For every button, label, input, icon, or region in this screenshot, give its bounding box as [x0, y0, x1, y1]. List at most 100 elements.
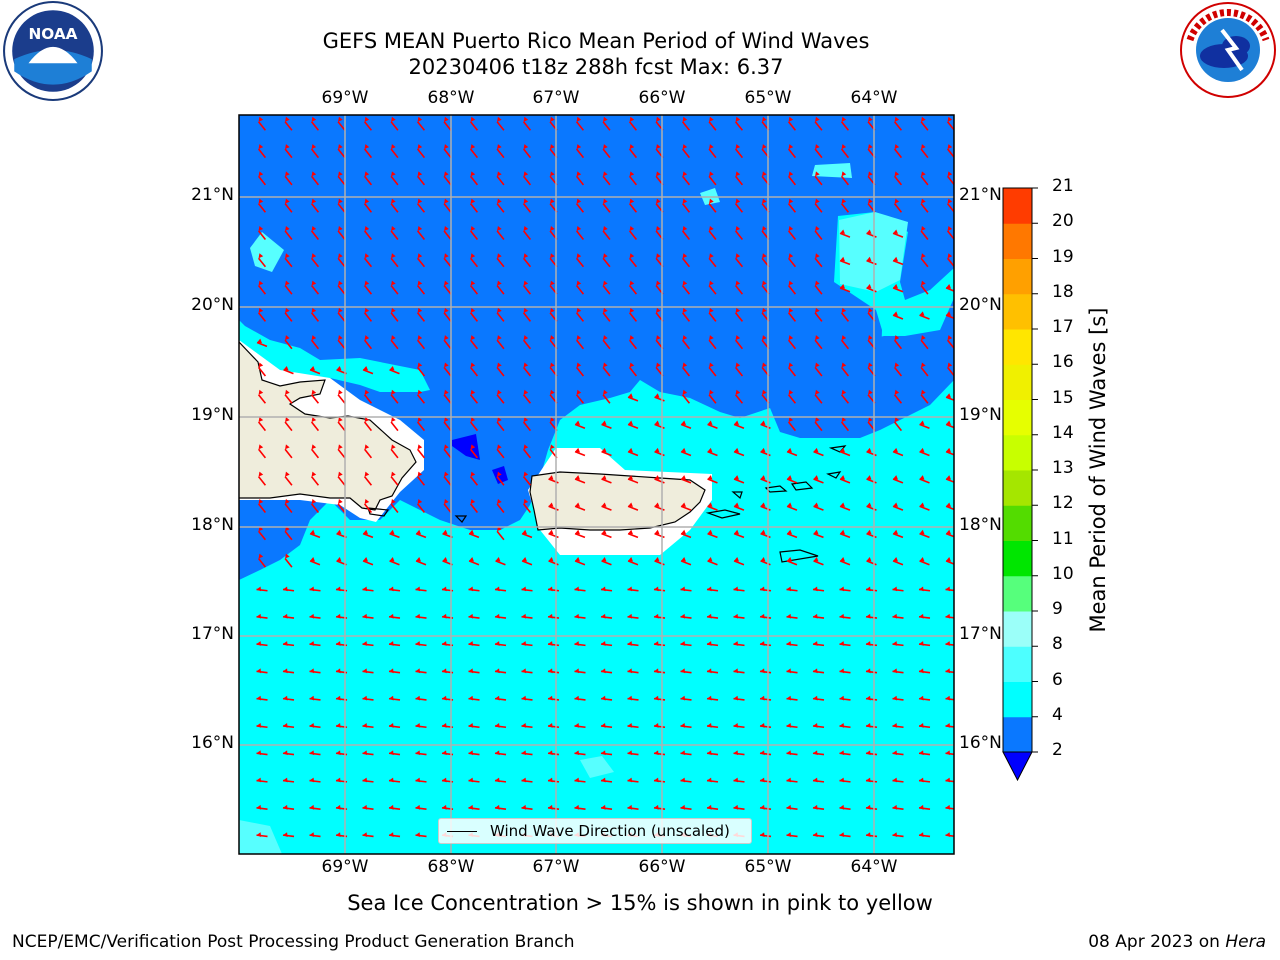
- wind-wave-arrowhead: [336, 695, 341, 701]
- wind-wave-arrowhead: [336, 668, 341, 674]
- wind-wave-arrowhead: [470, 280, 476, 286]
- wind-wave-arrowhead: [866, 695, 871, 701]
- wind-wave-arrow: [363, 203, 373, 213]
- wind-wave-arrowhead: [815, 225, 820, 231]
- wind-wave-arrowhead: [813, 668, 818, 674]
- wind-wave-arrow: [575, 148, 585, 159]
- wind-wave-arrow: [363, 312, 373, 322]
- wind-wave-arrow: [469, 339, 479, 350]
- wind-wave-arrowhead: [894, 417, 900, 423]
- wind-wave-arrowhead: [654, 804, 659, 810]
- noaa-logo-icon: NOAA: [3, 1, 103, 101]
- wind-wave-arrowhead: [919, 586, 924, 592]
- wind-wave-arrowhead: [946, 284, 952, 289]
- wind-wave-arrowhead: [629, 225, 635, 231]
- wind-wave-arrowhead: [444, 280, 449, 286]
- wind-wave-arrowhead: [735, 362, 741, 368]
- wind-wave-arrow: [839, 505, 851, 511]
- wind-wave-arrow: [310, 203, 320, 213]
- wind-wave-arrowhead: [627, 668, 633, 674]
- wind-wave-arrowhead: [574, 613, 580, 619]
- wind-wave-arrowhead: [866, 777, 871, 783]
- wind-wave-arrowhead: [735, 171, 741, 177]
- colorbar: [1002, 187, 1038, 782]
- wind-wave-arrowhead: [709, 362, 714, 368]
- wind-wave-arrow: [257, 148, 267, 159]
- wind-wave-arrowhead: [311, 253, 317, 259]
- wind-wave-arrow: [574, 560, 586, 566]
- wind-wave-arrowhead: [338, 198, 343, 204]
- wind-wave-arrowhead: [627, 695, 633, 701]
- wind-wave-arrowhead: [389, 804, 394, 810]
- wind-wave-arrow: [443, 503, 452, 513]
- wind-wave-arrowhead: [417, 253, 423, 259]
- wind-wave-arrowhead: [813, 641, 818, 646]
- wind-wave-arrow: [389, 369, 400, 375]
- title-line-2: 20230406 t18z 288h fcst Max: 6.37: [408, 55, 784, 79]
- wind-wave-arrowhead: [523, 171, 529, 177]
- colorbar-tick-label: 12: [1052, 493, 1074, 514]
- wind-wave-arrowhead: [945, 695, 951, 701]
- wind-wave-arrowhead: [521, 668, 527, 674]
- wind-wave-arrowhead: [495, 613, 500, 619]
- wind-wave-arrow: [814, 257, 823, 268]
- lat-label-right: 16°N: [959, 733, 1002, 753]
- wind-wave-arrowhead: [391, 280, 396, 286]
- wind-wave-arrow: [284, 121, 293, 131]
- wind-wave-arrowhead: [707, 447, 713, 453]
- wind-wave-arrowhead: [523, 444, 529, 450]
- wind-wave-arrowhead: [629, 335, 635, 341]
- wind-wave-arrowhead: [497, 116, 502, 122]
- wind-wave-arrow: [866, 450, 877, 457]
- wind-wave-arrowhead: [760, 668, 765, 674]
- wind-wave-arrow: [787, 203, 797, 213]
- wind-wave-arrow: [680, 505, 692, 511]
- wind-wave-arrow: [443, 476, 452, 486]
- wind-wave-arrowhead: [682, 253, 688, 259]
- wind-wave-arrow: [390, 257, 399, 268]
- wind-wave-arrow: [840, 421, 850, 432]
- wind-wave-arrow: [601, 423, 612, 429]
- wind-wave-arrow: [733, 423, 745, 429]
- wind-wave-arrow: [575, 285, 585, 295]
- wind-wave-arrow: [390, 312, 399, 322]
- wind-wave-arrowhead: [548, 777, 553, 783]
- wind-wave-arrow: [522, 394, 532, 404]
- wind-wave-arrowhead: [548, 695, 553, 701]
- wind-wave-arrowhead: [495, 557, 501, 562]
- wind-wave-arrow: [574, 423, 586, 429]
- wind-wave-arrowhead: [468, 777, 474, 783]
- wind-wave-arrowhead: [786, 641, 792, 646]
- wind-wave-arrowhead: [311, 444, 317, 450]
- wind-wave-arrowhead: [415, 832, 421, 837]
- wind-wave-arrow: [522, 230, 532, 240]
- wind-wave-arrow: [363, 421, 373, 432]
- wind-wave-arrowhead: [362, 695, 368, 701]
- lat-label-left: 19°N: [191, 405, 234, 425]
- footer-date-text: 08 Apr 2023 on: [1088, 932, 1220, 952]
- wind-wave-arrowhead: [470, 471, 476, 477]
- wind-wave-arrowhead: [470, 389, 476, 395]
- colorbar-extend-triangle: [1002, 751, 1033, 782]
- wind-wave-arrow: [787, 394, 797, 404]
- wind-wave-arrow: [654, 478, 665, 484]
- wind-wave-arrowhead: [391, 417, 396, 423]
- wind-wave-arrowhead: [919, 641, 924, 646]
- wind-wave-arrow: [866, 232, 877, 238]
- wind-wave-arrow: [734, 121, 744, 131]
- wind-wave-arrow: [257, 530, 267, 541]
- wind-wave-arrowhead: [707, 668, 712, 674]
- wind-wave-arrowhead: [309, 641, 315, 646]
- wind-wave-arrowhead: [839, 613, 845, 619]
- wind-wave-arrowhead: [336, 804, 341, 810]
- title-line-1: GEFS MEAN Puerto Rico Mean Period of Win…: [322, 29, 870, 53]
- wind-wave-arrowhead: [629, 253, 635, 259]
- wind-wave-arrow: [469, 203, 479, 213]
- wind-wave-arrowhead: [654, 586, 659, 592]
- wind-wave-arrow: [839, 532, 851, 539]
- wind-wave-arrowhead: [839, 777, 845, 783]
- wind-wave-arrowhead: [416, 529, 422, 535]
- wind-wave-arrowhead: [601, 613, 606, 619]
- wind-wave-arrow: [522, 285, 532, 295]
- wind-wave-arrowhead: [788, 362, 794, 368]
